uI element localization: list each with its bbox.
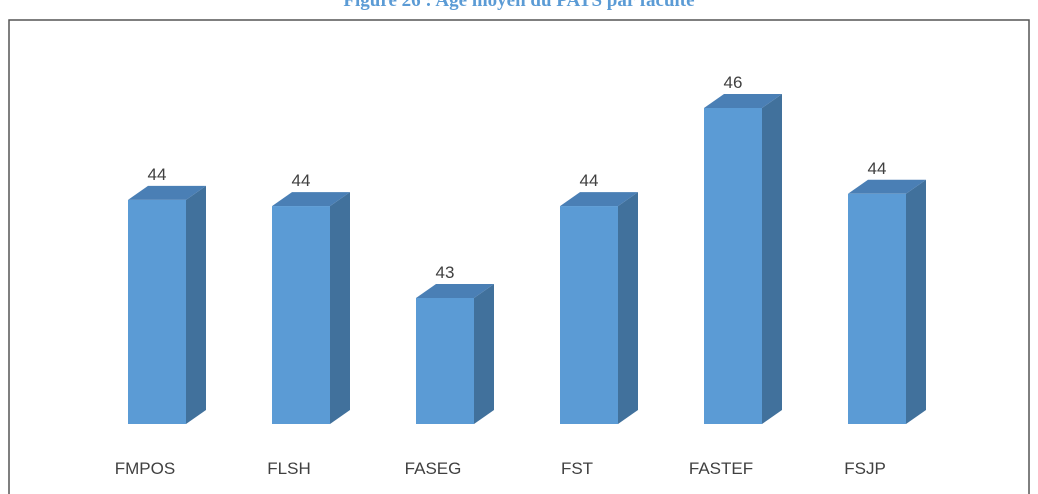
bar — [128, 199, 186, 424]
bar-side — [186, 185, 206, 424]
x-tick-label: FLSH — [267, 459, 310, 478]
bar-side — [474, 284, 494, 424]
data-label: 44 — [292, 171, 311, 190]
bar-top — [848, 179, 926, 194]
chart-title: Figure 26 : Age moyen du PATS par facult… — [343, 0, 694, 11]
x-tick-label: FASTEF — [689, 459, 753, 478]
bar — [848, 193, 906, 424]
x-tick-label: FMPOS — [115, 459, 175, 478]
data-label: 46 — [724, 73, 743, 92]
bar-top — [560, 192, 638, 207]
data-label: 44 — [148, 165, 167, 184]
x-tick-label: FSJP — [844, 459, 886, 478]
bar-side — [762, 94, 782, 424]
x-tick-label: FST — [561, 459, 593, 478]
bar — [704, 108, 762, 424]
bar-top — [272, 192, 350, 207]
x-tick-label: FASEG — [405, 459, 462, 478]
bar-side — [330, 192, 350, 424]
data-label: 44 — [580, 171, 599, 190]
bar-top — [416, 284, 494, 298]
bar-side — [906, 179, 926, 424]
data-label: 44 — [868, 159, 887, 178]
bar-side — [618, 192, 638, 424]
bar — [272, 206, 330, 424]
data-label: 43 — [436, 263, 455, 282]
bar-top — [704, 94, 782, 108]
bar-top — [128, 185, 206, 200]
bar — [416, 298, 474, 424]
bar — [560, 206, 618, 424]
